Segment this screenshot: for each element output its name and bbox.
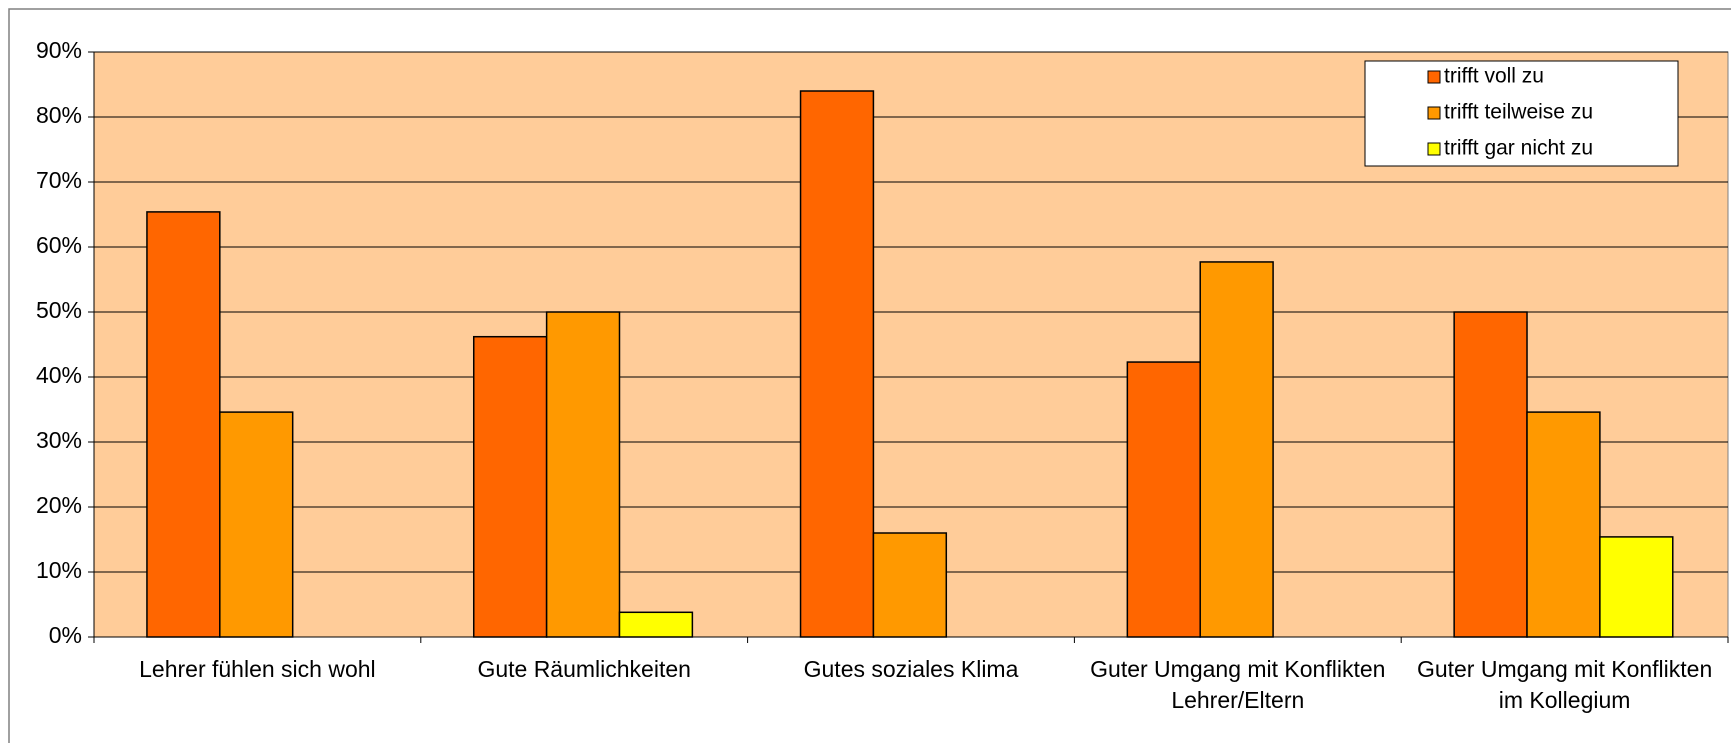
bar xyxy=(1126,361,1201,638)
x-tick-label: Gute Räumlichkeiten xyxy=(477,656,691,682)
bar xyxy=(1199,261,1274,638)
bar xyxy=(1599,536,1674,638)
y-tick-label: 60% xyxy=(36,232,82,258)
legend-label: trifft teilweise zu xyxy=(1444,101,1593,124)
y-tick-label: 40% xyxy=(36,362,82,388)
bar xyxy=(219,411,294,638)
x-tick-label: Lehrer fühlen sich wohl xyxy=(139,656,376,682)
legend-label: trifft voll zu xyxy=(1444,65,1544,88)
y-tick-label: 80% xyxy=(36,102,82,128)
x-tick-label: Gutes soziales Klima xyxy=(803,656,1019,682)
bar xyxy=(146,211,221,638)
bar xyxy=(799,90,875,638)
bar xyxy=(472,335,548,638)
x-tick-label: Guter Umgang mit Konflikten Lehrer/Elter… xyxy=(1090,656,1386,713)
legend-label: trifft gar nicht zu xyxy=(1444,137,1593,160)
y-tick-label: 50% xyxy=(36,297,82,323)
chart-border xyxy=(8,8,1731,743)
bar xyxy=(618,611,694,638)
legend-swatch xyxy=(1427,106,1441,120)
legend-box xyxy=(1364,60,1679,167)
bar xyxy=(1526,411,1601,638)
legend-swatch xyxy=(1427,70,1441,84)
x-tick-label: Guter Umgang mit Konflikten im Kollegium xyxy=(1416,656,1713,713)
legend-swatch xyxy=(1427,142,1441,156)
bar xyxy=(1453,311,1528,638)
y-tick-label: 0% xyxy=(49,622,82,648)
y-tick-label: 90% xyxy=(36,37,82,63)
bar xyxy=(872,532,948,638)
y-tick-label: 30% xyxy=(36,427,82,453)
y-tick-label: 10% xyxy=(36,557,82,583)
y-tick-label: 70% xyxy=(36,167,82,193)
bar xyxy=(545,311,621,638)
y-tick-label: 20% xyxy=(36,492,82,518)
